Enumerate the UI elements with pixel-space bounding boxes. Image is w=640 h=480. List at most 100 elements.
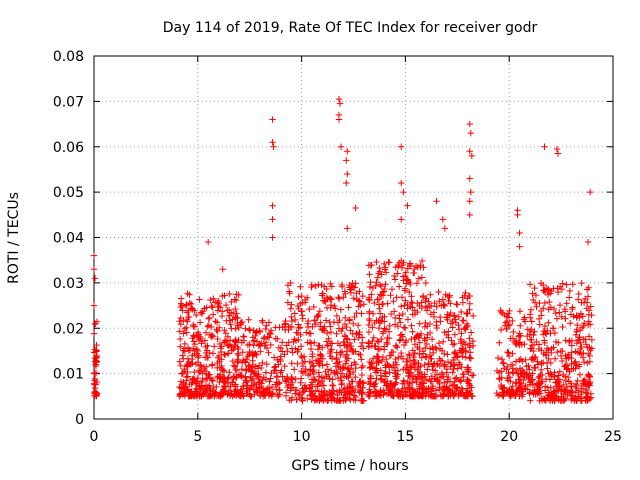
data-point — [408, 335, 415, 343]
data-point — [344, 148, 351, 155]
data-point — [403, 276, 410, 283]
data-point — [504, 310, 512, 317]
data-point — [375, 324, 383, 332]
data-point — [184, 373, 192, 380]
data-point — [230, 375, 237, 383]
data-point — [231, 363, 239, 370]
data-point — [322, 298, 329, 306]
data-point — [401, 287, 409, 294]
data-point — [528, 326, 535, 333]
data-point — [519, 391, 526, 398]
data-point — [231, 342, 238, 349]
data-point — [572, 348, 579, 355]
data-point — [459, 386, 466, 394]
data-point — [338, 377, 345, 384]
data-point — [464, 364, 471, 371]
data-point — [219, 388, 226, 396]
data-point — [256, 327, 263, 334]
data-point — [426, 351, 434, 359]
data-point — [319, 290, 326, 297]
data-point — [584, 359, 591, 367]
data-point — [429, 349, 437, 357]
data-point — [225, 374, 232, 381]
data-point — [550, 325, 557, 332]
data-point — [584, 321, 592, 329]
data-point — [355, 380, 363, 388]
data-point — [410, 269, 417, 277]
data-point — [181, 348, 189, 355]
data-point — [580, 336, 587, 343]
data-point — [352, 373, 359, 381]
data-point — [235, 358, 242, 365]
data-point — [359, 384, 366, 391]
data-point — [339, 325, 346, 332]
data-point — [398, 179, 405, 187]
data-point — [266, 378, 273, 385]
data-point — [295, 293, 302, 301]
data-point — [576, 371, 584, 378]
data-point — [424, 334, 431, 341]
data-point — [245, 316, 252, 323]
data-point — [556, 283, 564, 290]
data-point — [348, 378, 355, 385]
data-point — [529, 341, 536, 349]
data-point — [239, 392, 247, 399]
data-point — [467, 390, 474, 397]
data-point — [245, 363, 252, 370]
data-point — [181, 325, 188, 333]
data-point — [585, 284, 592, 291]
data-point — [536, 321, 543, 328]
data-point — [450, 356, 457, 364]
data-point — [444, 358, 452, 366]
data-point — [418, 299, 425, 306]
data-point — [512, 366, 520, 374]
data-point — [244, 382, 251, 389]
data-point — [366, 308, 373, 315]
data-point — [582, 341, 590, 348]
data-point — [411, 349, 418, 357]
data-point — [390, 361, 397, 369]
data-point — [579, 385, 587, 392]
data-point — [383, 391, 391, 398]
data-point — [507, 335, 514, 342]
data-point — [505, 352, 513, 360]
data-point — [288, 301, 295, 308]
data-point — [447, 309, 454, 317]
data-point — [322, 395, 329, 403]
data-points — [90, 95, 596, 405]
data-point — [234, 350, 241, 358]
data-point — [208, 302, 215, 310]
data-point — [444, 376, 451, 383]
data-point — [221, 327, 228, 334]
data-point — [340, 364, 347, 372]
data-point — [470, 312, 477, 320]
data-point — [515, 333, 522, 340]
data-point — [343, 323, 350, 331]
data-point — [311, 339, 318, 346]
data-point — [584, 299, 591, 306]
data-point — [186, 380, 193, 388]
data-point — [253, 328, 260, 336]
data-point — [410, 391, 418, 398]
data-point — [287, 323, 294, 331]
data-point — [232, 314, 239, 321]
data-point — [453, 385, 460, 393]
data-point — [516, 392, 523, 400]
data-point — [259, 317, 266, 324]
data-point — [365, 393, 373, 400]
data-point — [318, 281, 325, 289]
data-point — [267, 341, 274, 349]
data-point — [176, 328, 184, 335]
data-point — [384, 300, 391, 307]
data-point — [535, 315, 543, 323]
data-point — [565, 378, 573, 385]
data-point — [377, 376, 385, 384]
data-point — [178, 302, 186, 309]
data-point — [387, 310, 395, 318]
data-point — [282, 320, 289, 327]
data-point — [408, 322, 415, 329]
data-point — [351, 313, 358, 321]
data-point — [328, 283, 335, 290]
data-point — [359, 292, 366, 300]
data-point — [509, 350, 516, 357]
